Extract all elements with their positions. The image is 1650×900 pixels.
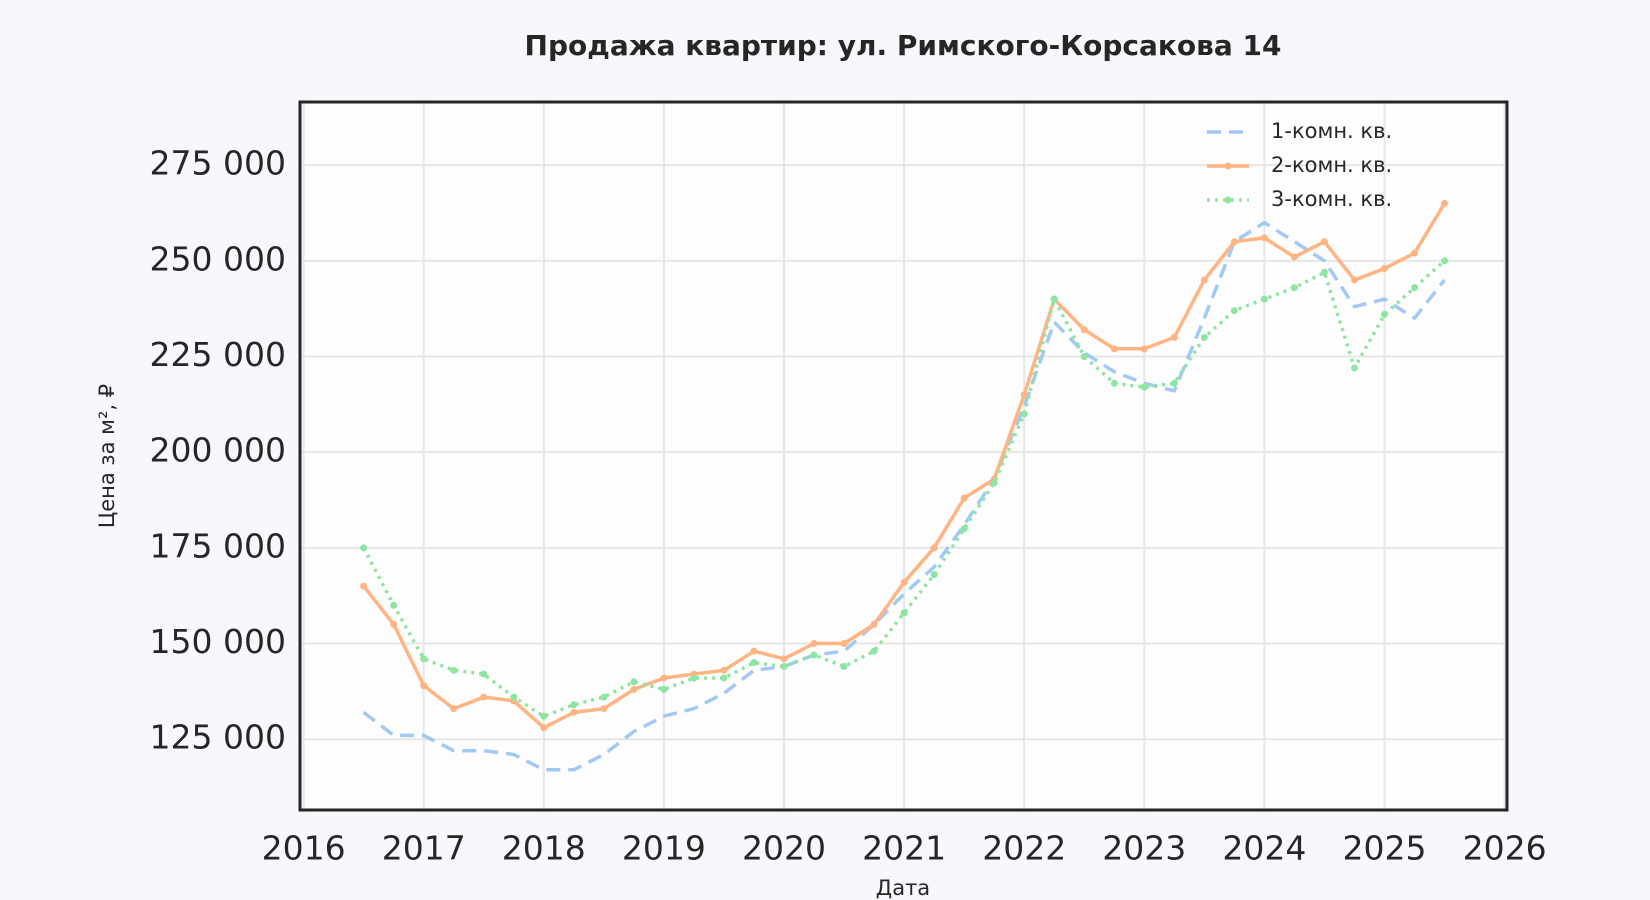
point [660,674,668,682]
point [1230,238,1238,246]
point [720,674,728,682]
x-tick-label: 2026 [1463,829,1547,868]
point [750,659,758,667]
x-tick-label: 2023 [1102,829,1186,868]
point [1170,333,1178,341]
x-tick-label: 2024 [1222,829,1306,868]
point [1350,364,1358,372]
point [1290,284,1298,292]
point [540,724,548,732]
point [1380,264,1388,272]
point [630,678,638,686]
point [1320,238,1328,246]
point [420,655,428,663]
point [870,620,878,628]
point [780,662,788,670]
point [780,655,788,663]
x-tick-label: 2018 [502,829,586,868]
point [540,712,548,720]
x-tick-label: 2021 [862,829,946,868]
legend-label: 3-комн. кв. [1271,187,1392,211]
y-tick-label: 275 000 [150,144,286,183]
point [840,662,848,670]
y-tick-label: 125 000 [150,718,286,757]
point [1380,310,1388,318]
x-tick-label: 2016 [262,829,346,868]
point [390,601,398,609]
point [1140,345,1148,353]
point [1290,253,1298,261]
plot-frame [298,100,1509,812]
point [1200,333,1208,341]
point [1020,410,1028,418]
y-axis-label: Цена за м², ₽ [95,384,119,528]
point [1050,295,1058,303]
point [510,693,518,701]
point [390,620,398,628]
point [990,479,998,487]
x-tick-label: 2017 [382,829,466,868]
point [570,708,578,716]
point [810,640,818,648]
point [720,666,728,674]
point [840,640,848,648]
point [1411,284,1419,292]
point [1080,326,1088,334]
legend-marker [1224,162,1232,170]
legend-label: 1-комн. кв. [1271,119,1392,143]
y-tick-label: 175 000 [150,526,286,565]
point [600,693,608,701]
point [690,674,698,682]
point [1230,307,1238,315]
point [1441,257,1449,265]
y-tick-label: 200 000 [150,431,286,470]
point [1140,383,1148,391]
x-axis-label: Дата [876,876,930,900]
point [420,682,428,690]
point [1080,352,1088,360]
point [1320,268,1328,276]
point [1350,276,1358,284]
point [480,670,488,678]
y-tick-label: 150 000 [150,622,286,661]
x-tick-label: 2025 [1343,829,1427,868]
point [1260,234,1268,242]
point [360,544,368,552]
point [960,525,968,533]
legend-label: 2-комн. кв. [1271,153,1392,177]
y-tick-label: 250 000 [150,239,286,278]
point [960,494,968,502]
point [450,705,458,713]
point [900,578,908,586]
x-tick-label: 2020 [742,829,826,868]
point [450,666,458,674]
point [480,693,488,701]
point [1170,379,1178,387]
point [570,701,578,709]
point [1260,295,1268,303]
chart-title: Продажа квартир: ул. Римского-Корсакова … [525,29,1282,62]
point [1200,276,1208,284]
point [660,685,668,693]
point [1441,199,1449,207]
point [930,571,938,579]
y-tick-label: 225 000 [150,335,286,374]
point [630,685,638,693]
point [1110,379,1118,387]
x-tick-label: 2019 [622,829,706,868]
x-tick-label: 2022 [982,829,1066,868]
series-line [362,220,1446,772]
point [1411,249,1419,257]
point [930,544,938,552]
point [1110,345,1118,353]
point [600,705,608,713]
legend-marker [1224,196,1232,204]
point [360,582,368,590]
point [1020,391,1028,399]
point [810,651,818,659]
point [750,647,758,655]
point [870,647,878,655]
point [900,609,908,617]
